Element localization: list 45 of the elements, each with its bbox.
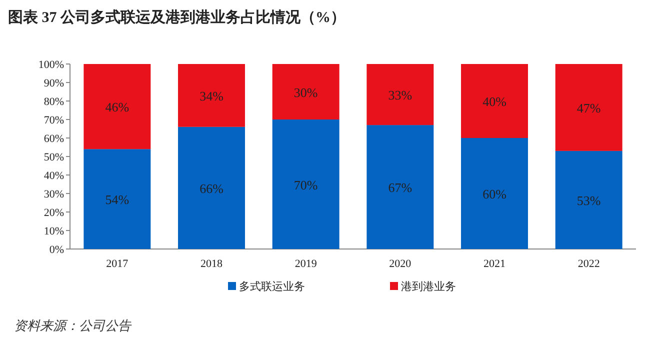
bar	[178, 126, 245, 249]
y-tick-label: 90%	[44, 78, 64, 90]
y-tick-label: 60%	[44, 133, 64, 145]
x-tick-label: 2019	[294, 258, 318, 270]
data-label: 53%	[576, 192, 601, 208]
x-tick-label: 2022	[578, 258, 600, 270]
y-tick-label: 0%	[49, 244, 64, 256]
legend-label: 多式联运业务	[239, 280, 305, 293]
chart-title: 图表 37 公司多式联运及港到港业务占比情况（%）	[8, 9, 346, 26]
bar	[272, 64, 340, 120]
data-label: 46%	[105, 100, 130, 115]
x-tick-label: 2021	[484, 258, 506, 270]
data-label: 33%	[388, 88, 412, 103]
bar	[84, 149, 151, 249]
data-label: 60%	[482, 186, 507, 202]
text: 资料来源：公司公告	[14, 318, 132, 333]
data-label: 30%	[294, 84, 318, 100]
y-tick-label: 20%	[44, 207, 64, 219]
data-label: 67%	[388, 180, 412, 196]
bar	[461, 138, 528, 249]
bar	[461, 64, 528, 138]
bar	[366, 125, 434, 249]
bar	[84, 64, 151, 150]
y-tick-label: 50%	[44, 152, 64, 164]
data-label: 70%	[294, 177, 318, 192]
legend-label: 港到港业务	[401, 280, 456, 293]
data-label: 47%	[576, 100, 601, 116]
data-label: 34%	[200, 88, 224, 104]
y-tick-label: 80%	[44, 96, 64, 108]
x-tick-label: 2017	[106, 258, 129, 270]
bar	[366, 64, 434, 126]
y-tick-label: 30%	[44, 188, 64, 200]
y-tick-label: 70%	[44, 114, 64, 126]
bar	[555, 64, 622, 151]
data-label: 54%	[105, 192, 130, 208]
bar	[272, 120, 340, 249]
data-label: 40%	[482, 94, 507, 109]
x-tick-label: 2020	[389, 258, 412, 270]
x-tick-label: 2018	[200, 258, 223, 270]
y-tick-label: 40%	[44, 170, 64, 182]
bar	[178, 64, 245, 127]
bar	[555, 150, 622, 249]
data-label: 66%	[200, 180, 224, 196]
y-tick-label: 10%	[44, 226, 64, 238]
y-tick-label: 100%	[38, 59, 64, 71]
